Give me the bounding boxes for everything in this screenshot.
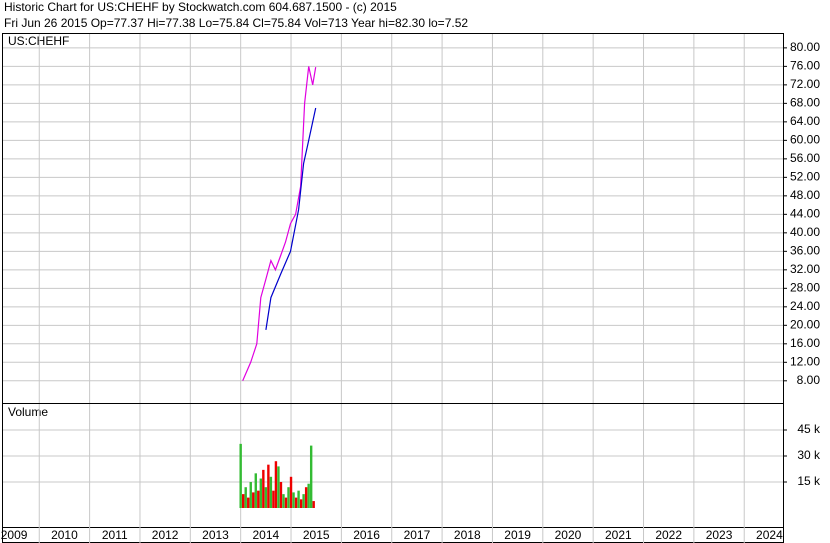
x-tick-label: 2023 xyxy=(706,528,733,542)
panel-title: Volume xyxy=(8,405,48,419)
y-tick-label: 56.00 xyxy=(790,151,820,165)
volume-bar xyxy=(267,464,270,508)
volume-bar xyxy=(277,466,280,508)
volume-bar xyxy=(262,469,265,508)
y-tick-label: 32.00 xyxy=(790,262,820,276)
y-tick-label: 76.00 xyxy=(790,59,820,73)
volume-bar xyxy=(289,476,293,508)
y-tick-label: 20.00 xyxy=(790,317,820,331)
x-tick-label: 2010 xyxy=(51,528,78,542)
y-tick-label: 15 k xyxy=(797,474,821,488)
y-tick-label: 48.00 xyxy=(790,188,820,202)
y-tick-label: 44.00 xyxy=(790,207,820,221)
y-tick-label: 45 k xyxy=(797,422,821,436)
volume-bar xyxy=(287,487,290,508)
y-tick-label: 40.00 xyxy=(790,225,820,239)
volume-bar xyxy=(264,487,268,508)
x-tick-label: 2017 xyxy=(404,528,431,542)
header-line: Historic Chart for US:CHEHF by Stockwatc… xyxy=(4,0,397,14)
volume-bar xyxy=(312,501,315,508)
x-tick-label: 2013 xyxy=(202,528,229,542)
x-tick-label: 2012 xyxy=(152,528,179,542)
panel-title: US:CHEHF xyxy=(8,34,69,48)
y-tick-label: 68.00 xyxy=(790,96,820,110)
y-tick-label: 28.00 xyxy=(790,280,820,294)
volume-bar xyxy=(239,443,242,508)
price-line xyxy=(265,107,317,330)
x-tick-label: 2009 xyxy=(1,528,28,542)
y-tick-label: 60.00 xyxy=(790,133,820,147)
volume-bar xyxy=(274,461,278,508)
header-line: Fri Jun 26 2015 Op=77.37 Hi=77.38 Lo=75.… xyxy=(4,16,468,30)
y-tick-label: 72.00 xyxy=(790,77,820,91)
x-tick-label: 2022 xyxy=(655,528,682,542)
volume-bar xyxy=(249,482,252,508)
volume-bar xyxy=(254,473,257,508)
volume-bar xyxy=(299,499,303,508)
volume-bar xyxy=(252,492,255,508)
volume-bar xyxy=(272,490,275,508)
y-tick-label: 30 k xyxy=(797,448,821,462)
volume-bar xyxy=(247,497,250,508)
y-tick-label: 80.00 xyxy=(790,40,820,54)
y-tick-label: 24.00 xyxy=(790,299,820,313)
volume-bar xyxy=(279,482,283,508)
volume-bar xyxy=(302,494,305,508)
volume-bar xyxy=(259,478,263,508)
x-tick-label: 2015 xyxy=(303,528,330,542)
y-tick-label: 12.00 xyxy=(790,354,820,368)
x-tick-label: 2020 xyxy=(555,528,582,542)
x-tick-label: 2016 xyxy=(353,528,380,542)
y-tick-label: 36.00 xyxy=(790,244,820,258)
y-tick-label: 64.00 xyxy=(790,114,820,128)
volume-bar xyxy=(244,487,247,508)
x-tick-label: 2018 xyxy=(454,528,481,542)
volume-bar xyxy=(269,476,273,508)
y-tick-label: 52.00 xyxy=(790,170,820,184)
y-tick-label: 16.00 xyxy=(790,336,820,350)
volume-bar xyxy=(257,490,260,508)
x-tick-label: 2014 xyxy=(253,528,280,542)
x-tick-label: 2021 xyxy=(605,528,632,542)
volume-bar xyxy=(284,497,288,508)
volume-bar xyxy=(292,492,295,508)
x-tick-label: 2024 xyxy=(756,528,783,542)
volume-bar xyxy=(241,494,245,508)
volume-bar xyxy=(282,494,285,508)
x-tick-label: 2019 xyxy=(504,528,531,542)
y-tick-label: 8.00 xyxy=(797,373,821,387)
volume-bar xyxy=(304,487,308,508)
volume-bar xyxy=(294,497,298,508)
x-tick-label: 2011 xyxy=(102,528,128,542)
price-line xyxy=(242,66,317,382)
volume-bar xyxy=(307,483,310,508)
volume-bar xyxy=(309,445,313,508)
volume-bar xyxy=(297,490,300,508)
